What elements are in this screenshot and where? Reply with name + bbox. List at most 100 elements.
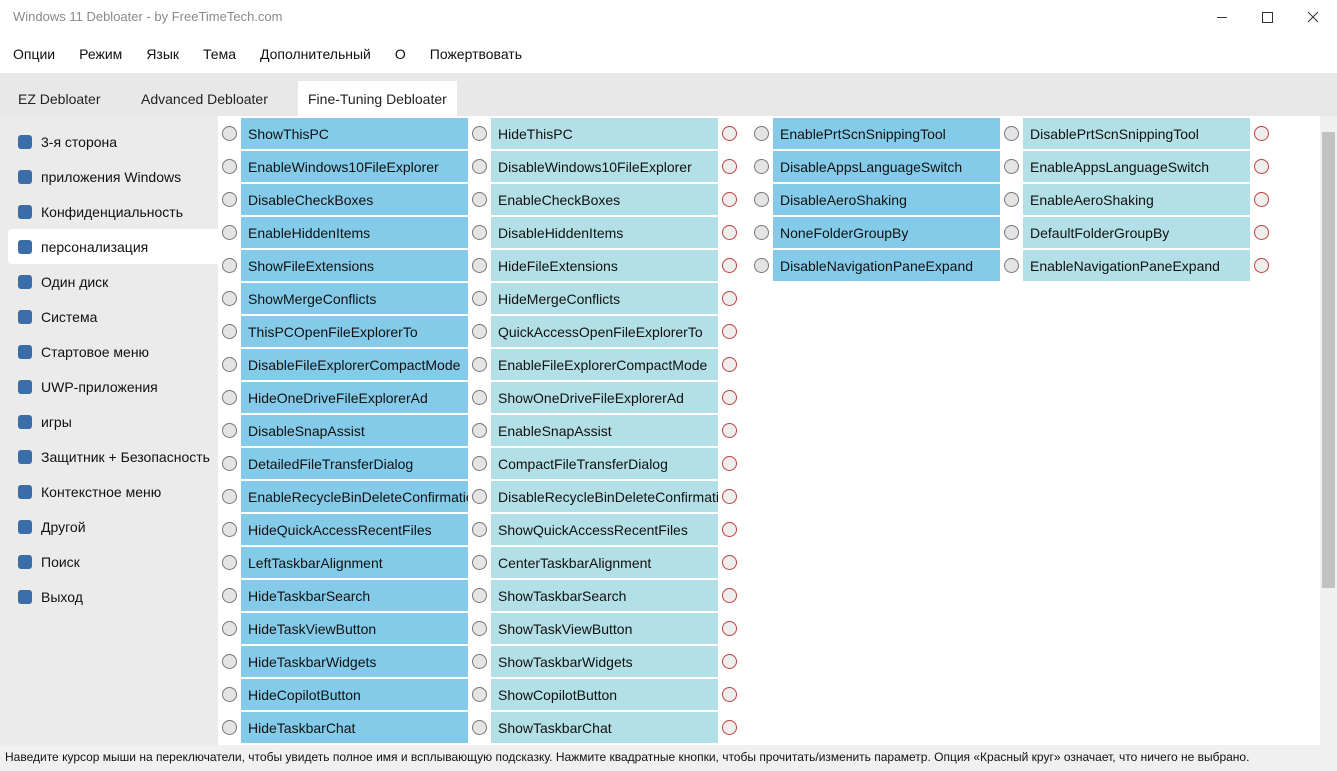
sidebar-item[interactable]: Конфиденциальность [8, 194, 218, 229]
none-radio[interactable] [722, 258, 737, 273]
tab[interactable]: EZ Debloater [8, 81, 110, 116]
radio-button[interactable] [222, 720, 237, 735]
radio-button[interactable] [472, 324, 487, 339]
none-radio[interactable] [722, 522, 737, 537]
radio-button[interactable] [472, 225, 487, 240]
radio-button[interactable] [222, 291, 237, 306]
radio-button[interactable] [754, 159, 769, 174]
sidebar-item[interactable]: Контекстное меню [8, 474, 218, 509]
option-button[interactable]: NoneFolderGroupBy [773, 217, 1000, 248]
none-radio[interactable] [1254, 126, 1269, 141]
option-button[interactable]: HideCopilotButton [241, 679, 468, 710]
option-button[interactable]: ShowOneDriveFileExplorerAd [491, 382, 718, 413]
radio-button[interactable] [222, 522, 237, 537]
none-radio[interactable] [722, 720, 737, 735]
option-button[interactable]: DisableHiddenItems [491, 217, 718, 248]
radio-button[interactable] [1004, 258, 1019, 273]
radio-button[interactable] [472, 390, 487, 405]
sidebar-item[interactable]: персонализация [8, 229, 218, 264]
option-button[interactable]: DisablePrtScnSnippingTool [1023, 118, 1250, 149]
radio-button[interactable] [222, 258, 237, 273]
menu-item[interactable]: Режим [79, 46, 123, 62]
radio-button[interactable] [472, 522, 487, 537]
none-radio[interactable] [1254, 159, 1269, 174]
menu-item[interactable]: Дополнительный [260, 46, 371, 62]
option-button[interactable]: EnableWindows10FileExplorer [241, 151, 468, 182]
option-button[interactable]: HideTaskbarChat [241, 712, 468, 743]
none-radio[interactable] [722, 126, 737, 141]
scroll-thumb[interactable] [1322, 132, 1335, 588]
option-button[interactable]: HideThisPC [491, 118, 718, 149]
menu-item[interactable]: Опции [13, 46, 56, 62]
sidebar-item[interactable]: Стартовое меню [8, 334, 218, 369]
option-button[interactable]: EnableFileExplorerCompactMode [491, 349, 718, 380]
sidebar-item[interactable]: Поиск [8, 544, 218, 579]
radio-button[interactable] [472, 192, 487, 207]
option-button[interactable]: HideTaskbarWidgets [241, 646, 468, 677]
menu-item[interactable]: Язык [146, 46, 180, 62]
radio-button[interactable] [1004, 225, 1019, 240]
option-button[interactable]: LeftTaskbarAlignment [241, 547, 468, 578]
none-radio[interactable] [1254, 192, 1269, 207]
sidebar-item[interactable]: приложения Windows [8, 159, 218, 194]
radio-button[interactable] [222, 192, 237, 207]
option-button[interactable]: DisableAppsLanguageSwitch [773, 151, 1000, 182]
radio-button[interactable] [222, 654, 237, 669]
none-radio[interactable] [722, 225, 737, 240]
option-button[interactable]: ShowThisPC [241, 118, 468, 149]
option-button[interactable]: ShowCopilotButton [491, 679, 718, 710]
option-button[interactable]: DetailedFileTransferDialog [241, 448, 468, 479]
option-button[interactable]: HideTaskViewButton [241, 613, 468, 644]
sidebar-item[interactable]: игры [8, 404, 218, 439]
tab[interactable]: Advanced Debloater [131, 81, 278, 116]
radio-button[interactable] [1004, 192, 1019, 207]
radio-button[interactable] [472, 654, 487, 669]
sidebar-item[interactable]: Система [8, 299, 218, 334]
option-button[interactable]: ShowTaskbarWidgets [491, 646, 718, 677]
option-button[interactable]: EnableAeroShaking [1023, 184, 1250, 215]
radio-button[interactable] [472, 555, 487, 570]
menu-item[interactable]: Тема [203, 46, 236, 62]
option-button[interactable]: CompactFileTransferDialog [491, 448, 718, 479]
radio-button[interactable] [472, 126, 487, 141]
window-controls[interactable] [1200, 0, 1337, 35]
menu-item[interactable]: О [394, 46, 406, 62]
option-button[interactable]: DisableNavigationPaneExpand [773, 250, 1000, 281]
option-button[interactable]: ShowTaskViewButton [491, 613, 718, 644]
radio-button[interactable] [472, 621, 487, 636]
radio-button[interactable] [222, 621, 237, 636]
none-radio[interactable] [722, 456, 737, 471]
option-button[interactable]: EnableAppsLanguageSwitch [1023, 151, 1250, 182]
option-button[interactable]: DisableRecycleBinDeleteConfirmation [491, 481, 718, 512]
none-radio[interactable] [722, 654, 737, 669]
radio-button[interactable] [472, 258, 487, 273]
option-button[interactable]: EnableCheckBoxes [491, 184, 718, 215]
none-radio[interactable] [722, 621, 737, 636]
radio-button[interactable] [754, 225, 769, 240]
option-button[interactable]: ShowTaskbarSearch [491, 580, 718, 611]
none-radio[interactable] [722, 192, 737, 207]
radio-button[interactable] [222, 555, 237, 570]
none-radio[interactable] [722, 555, 737, 570]
radio-button[interactable] [222, 687, 237, 702]
radio-button[interactable] [472, 687, 487, 702]
sidebar-item[interactable]: Выход [8, 579, 218, 614]
none-radio[interactable] [1254, 225, 1269, 240]
sidebar-item[interactable]: Другой [8, 509, 218, 544]
radio-button[interactable] [222, 357, 237, 372]
option-button[interactable]: HideFileExtensions [491, 250, 718, 281]
radio-button[interactable] [754, 126, 769, 141]
radio-button[interactable] [222, 324, 237, 339]
radio-button[interactable] [1004, 126, 1019, 141]
radio-button[interactable] [222, 423, 237, 438]
radio-button[interactable] [472, 159, 487, 174]
radio-button[interactable] [222, 225, 237, 240]
radio-button[interactable] [754, 192, 769, 207]
radio-button[interactable] [222, 126, 237, 141]
radio-button[interactable] [222, 159, 237, 174]
none-radio[interactable] [722, 423, 737, 438]
radio-button[interactable] [754, 258, 769, 273]
option-button[interactable]: HideQuickAccessRecentFiles [241, 514, 468, 545]
radio-button[interactable] [222, 390, 237, 405]
radio-button[interactable] [472, 423, 487, 438]
